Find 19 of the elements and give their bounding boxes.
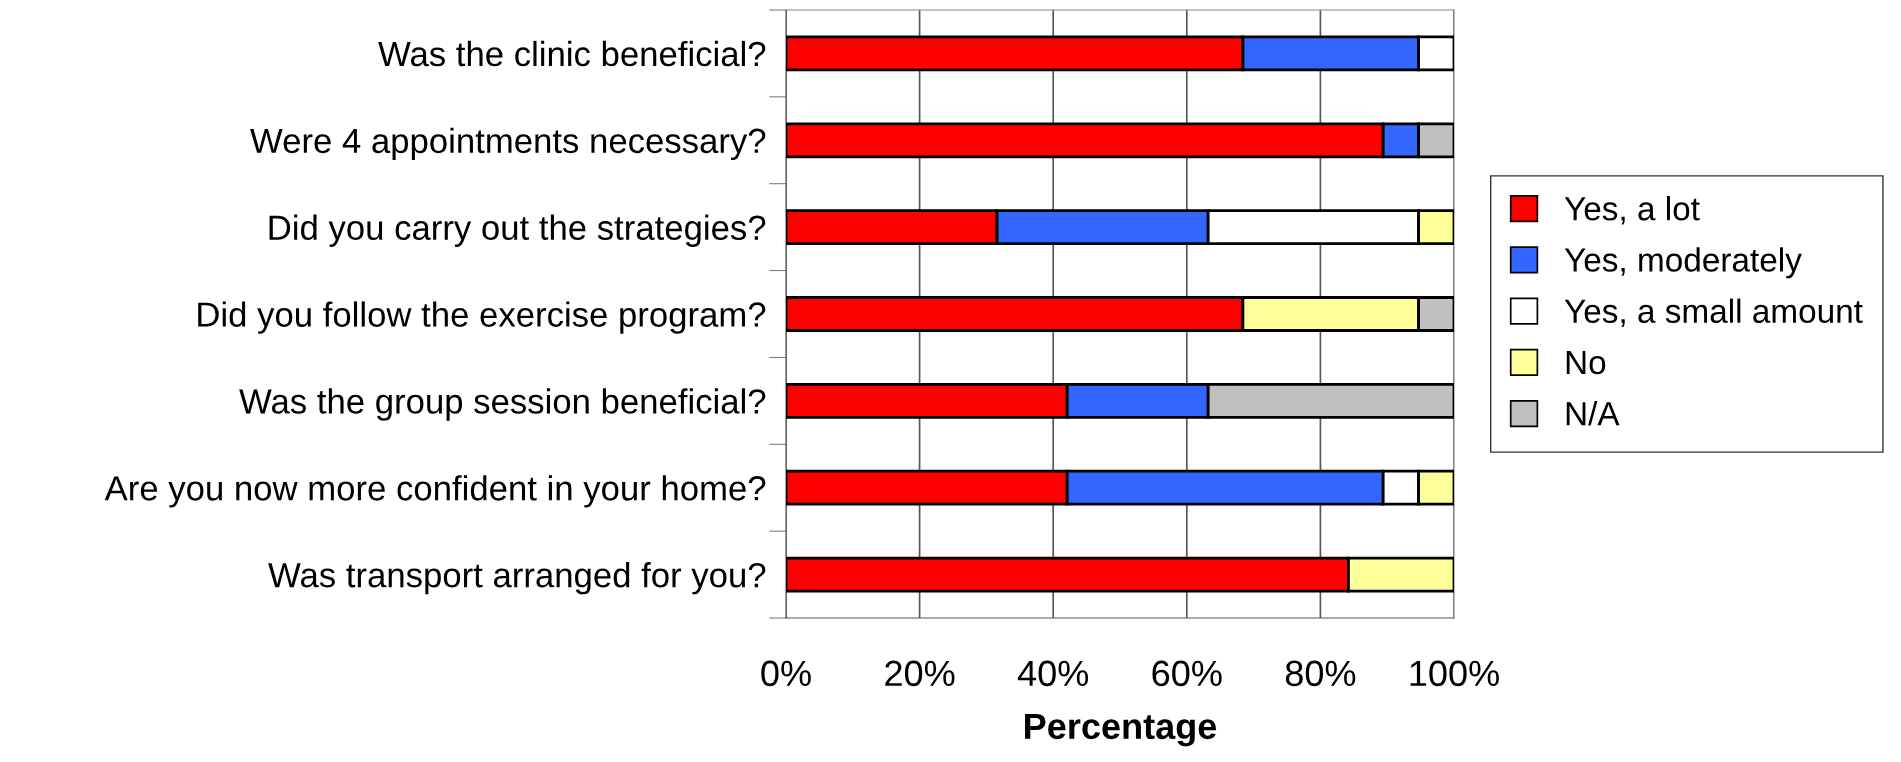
y-tick-label: Were 4 appointments necessary? bbox=[250, 127, 766, 161]
legend-label: Yes, a lot bbox=[1564, 196, 1700, 225]
legend-label: Yes, moderately bbox=[1564, 247, 1802, 279]
x-tick-label: 100% bbox=[1410, 660, 1499, 687]
y-tick-label: Did you follow the exercise program? bbox=[198, 301, 766, 334]
x-tick-label: 60% bbox=[1152, 660, 1222, 687]
x-axis-title: Percentage bbox=[1025, 713, 1217, 747]
legend-label: Yes, a small amount bbox=[1564, 298, 1863, 327]
legend-label: N/A bbox=[1566, 401, 1620, 426]
x-tick-label: 20% bbox=[885, 660, 955, 687]
y-tick-label: Did you carry out the strategies? bbox=[269, 214, 766, 247]
y-tick-label: Are you now more confident in your home? bbox=[104, 475, 766, 508]
y-tick-label: Was transport arranged for you? bbox=[268, 561, 766, 595]
legend-label: No bbox=[1566, 351, 1606, 375]
y-tick-label: Was the group session beneficial? bbox=[239, 388, 766, 421]
x-tick-label: 80% bbox=[1285, 660, 1356, 687]
x-tick-label: 40% bbox=[1017, 660, 1089, 687]
y-tick-label: Was the clinic beneficial? bbox=[378, 40, 766, 67]
x-tick-label: 0% bbox=[761, 660, 811, 687]
